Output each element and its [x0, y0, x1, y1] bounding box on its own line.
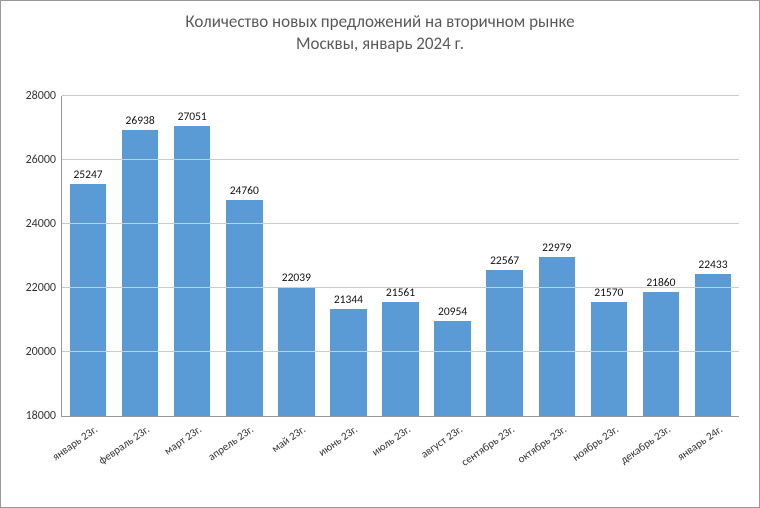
gridline: [62, 159, 739, 160]
ytick-label: 28000: [26, 89, 62, 103]
bar-rect: [122, 130, 158, 416]
gridline: [62, 95, 739, 96]
chart-container: Количество новых предложений на вторично…: [0, 0, 760, 508]
xtick-label: июль 23г.: [367, 419, 413, 458]
xtick-label: сентябрь 23г.: [456, 419, 517, 468]
chart-title-line2: Москвы, январь 2024 г.: [1, 33, 759, 55]
xtick-label: апрель 23г.: [204, 419, 257, 463]
bar-slot: 20954август 23г.: [427, 96, 479, 416]
bar-value-label: 22567: [490, 254, 519, 268]
xtick-label: октябрь 23г.: [512, 419, 568, 466]
bar-rect: [226, 200, 262, 416]
xtick-label: декабрь 23г.: [615, 419, 672, 466]
bar-slot: 22039май 23г.: [270, 96, 322, 416]
xtick-label: май 23г.: [267, 419, 308, 455]
ytick-label: 18000: [26, 409, 62, 423]
bar-value-label: 20954: [438, 305, 467, 319]
gridline: [62, 223, 739, 224]
gridline: [62, 351, 739, 352]
bar-slot: 21344июнь 23г.: [322, 96, 374, 416]
bar-value-label: 27051: [178, 110, 207, 124]
bar-rect: [382, 302, 418, 416]
bar-slot: 25247январь 23г.: [62, 96, 114, 416]
gridline: [62, 287, 739, 288]
bar-slot: 24760апрель 23г.: [218, 96, 270, 416]
bar-value-label: 21561: [386, 286, 415, 300]
bar-rect: [486, 270, 522, 416]
bar-value-label: 22039: [282, 271, 311, 285]
bars-group: 25247январь 23г.26938февраль 23г.27051ма…: [62, 96, 739, 416]
xtick-label: июнь 23г.: [314, 419, 360, 459]
xtick-label: январь 23г.: [47, 419, 100, 463]
ytick-label: 26000: [26, 153, 62, 167]
bar-rect: [70, 184, 106, 416]
ytick-label: 24000: [26, 217, 62, 231]
bar-value-label: 21344: [334, 293, 363, 307]
bar-rect: [695, 274, 731, 416]
bar-rect: [591, 302, 627, 416]
bar-slot: 26938февраль 23г.: [114, 96, 166, 416]
bar-slot: 21561июль 23г.: [374, 96, 426, 416]
bar-rect: [539, 257, 575, 416]
plot-area: 25247январь 23г.26938февраль 23г.27051ма…: [61, 96, 739, 417]
bar-rect: [643, 292, 679, 416]
bar-rect: [330, 309, 366, 416]
bar-slot: 21570ноябрь 23г.: [583, 96, 635, 416]
bar-value-label: 26938: [126, 114, 155, 128]
chart-title-line1: Количество новых предложений на вторично…: [1, 11, 759, 33]
xtick-label: февраль 23г.: [94, 419, 152, 467]
bar-slot: 22567сентябрь 23г.: [479, 96, 531, 416]
bar-slot: 22979октябрь 23г.: [531, 96, 583, 416]
chart-title: Количество новых предложений на вторично…: [1, 1, 759, 55]
bar-value-label: 22979: [542, 241, 571, 255]
ytick-label: 22000: [26, 281, 62, 295]
bar-value-label: 25247: [73, 168, 102, 182]
bar-slot: 27051март 23г.: [166, 96, 218, 416]
xtick-label: январь 24г.: [672, 419, 725, 463]
ytick-label: 20000: [26, 345, 62, 359]
xtick-label: ноябрь 23г.: [567, 419, 621, 464]
bar-rect: [174, 126, 210, 416]
bar-slot: 22433январь 24г.: [687, 96, 739, 416]
xtick-label: март 23г.: [160, 419, 205, 457]
bar-value-label: 24760: [230, 184, 259, 198]
bar-slot: 21860декабрь 23г.: [635, 96, 687, 416]
bar-value-label: 22433: [698, 258, 727, 272]
bar-rect: [434, 321, 470, 416]
bar-value-label: 21860: [646, 276, 675, 290]
